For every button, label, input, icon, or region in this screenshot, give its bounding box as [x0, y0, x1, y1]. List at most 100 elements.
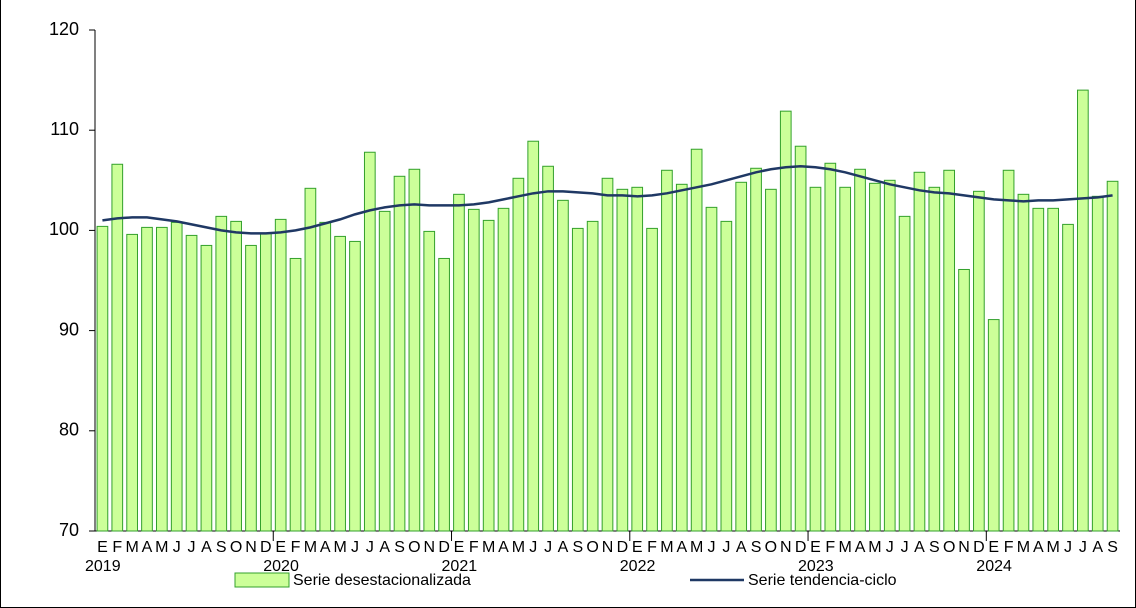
bar: [497, 207, 510, 532]
legend-swatch: [234, 572, 290, 588]
trend-line: [102, 165, 1113, 235]
bar: [259, 232, 272, 532]
bar: [482, 219, 495, 532]
bar: [304, 187, 317, 532]
bar: [1032, 207, 1045, 532]
x-tick-label: M: [1046, 539, 1059, 556]
bar: [750, 167, 762, 532]
x-tick-label: A: [498, 539, 509, 556]
bar: [779, 110, 792, 532]
year-label: 2022: [620, 558, 656, 575]
y-tick-label: 120: [49, 19, 79, 39]
x-tick-label: M: [333, 539, 346, 556]
bar: [156, 226, 168, 532]
bar: [675, 183, 688, 532]
bar: [408, 168, 421, 532]
x-tick-label: E: [810, 539, 821, 556]
x-tick-label: S: [394, 539, 405, 556]
bar: [1002, 169, 1015, 532]
bar: [170, 221, 183, 532]
bar: [230, 220, 242, 532]
bar: [987, 319, 1000, 532]
bar: [690, 148, 703, 532]
bar: [869, 182, 881, 532]
bar: [557, 199, 569, 532]
x-tick-label: S: [929, 539, 940, 556]
bar: [973, 190, 985, 532]
x-tick-label: J: [1064, 539, 1072, 556]
bar: [1091, 195, 1104, 532]
bar: [898, 215, 911, 532]
x-tick-label: M: [839, 539, 852, 556]
x-tick-label: O: [408, 539, 420, 556]
x-tick-label: O: [230, 539, 242, 556]
x-tick-label: S: [572, 539, 583, 556]
x-tick-label: J: [366, 539, 374, 556]
bar: [363, 151, 376, 532]
bar: [393, 175, 406, 532]
x-tick-label: M: [125, 539, 138, 556]
x-tick-label: O: [586, 539, 598, 556]
bar: [141, 226, 153, 532]
bar: [527, 140, 540, 532]
bar: [571, 227, 584, 532]
bar: [334, 235, 346, 532]
y-tick-label: 70: [59, 520, 79, 540]
bar: [794, 145, 807, 532]
bar: [631, 186, 644, 532]
bar: [913, 171, 926, 532]
x-tick-label: J: [351, 539, 359, 556]
x-tick-label: J: [886, 539, 894, 556]
bar: [839, 186, 852, 532]
bar: [453, 193, 465, 532]
bar: [586, 220, 599, 532]
bar: [289, 257, 302, 532]
bar: [96, 225, 109, 532]
x-tick-label: J: [188, 539, 196, 556]
bar: [1077, 89, 1089, 532]
x-tick-label: E: [632, 539, 643, 556]
x-tick-label: N: [245, 539, 257, 556]
bar: [883, 179, 896, 532]
x-tick-label: M: [155, 539, 168, 556]
x-tick-label: N: [958, 539, 970, 556]
x-tick-label: M: [304, 539, 317, 556]
legend-label: Serie tendencia-ciclo: [748, 572, 897, 589]
x-tick-label: A: [914, 539, 925, 556]
x-tick-label: F: [291, 539, 301, 556]
bar: [512, 177, 525, 532]
x-tick-label: D: [438, 539, 450, 556]
x-tick-label: A: [736, 539, 747, 556]
x-tick-label: M: [1017, 539, 1030, 556]
x-tick-label: F: [112, 539, 122, 556]
bar: [438, 257, 450, 532]
x-tick-label: N: [602, 539, 614, 556]
bar: [111, 163, 124, 532]
x-tick-label: F: [469, 539, 479, 556]
x-tick-label: M: [482, 539, 495, 556]
bar: [1062, 223, 1074, 532]
bar: [943, 169, 956, 532]
y-tick-label: 80: [59, 420, 79, 440]
bar: [601, 177, 614, 532]
x-tick-label: D: [260, 539, 272, 556]
year-label: 2023: [798, 558, 834, 575]
bar: [542, 165, 554, 532]
x-tick-label: A: [201, 539, 212, 556]
bar: [928, 186, 941, 532]
x-tick-label: S: [1107, 539, 1118, 556]
x-tick-label: M: [660, 539, 673, 556]
bar: [765, 188, 777, 532]
bar: [616, 188, 629, 532]
bar: [1106, 180, 1119, 532]
x-tick-label: O: [765, 539, 777, 556]
y-tick-label: 90: [59, 319, 79, 339]
bar: [809, 186, 822, 532]
x-tick-label: A: [558, 539, 569, 556]
bar: [1047, 207, 1059, 532]
x-tick-label: J: [707, 539, 715, 556]
bar: [467, 208, 480, 532]
x-tick-label: M: [868, 539, 881, 556]
